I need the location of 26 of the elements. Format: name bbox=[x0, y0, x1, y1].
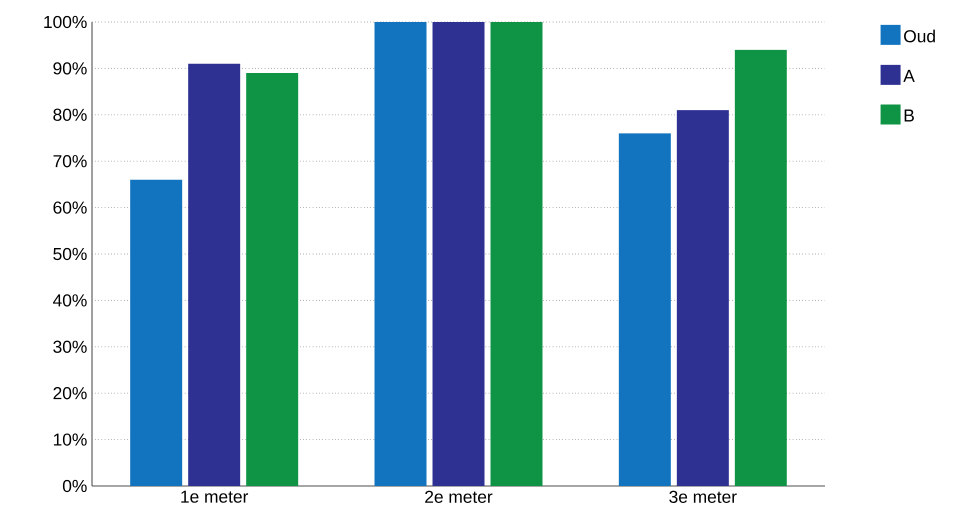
x-tick-label: 1e meter bbox=[181, 490, 248, 503]
bar bbox=[734, 50, 787, 486]
bar bbox=[432, 22, 485, 486]
bar bbox=[246, 73, 298, 486]
bar bbox=[188, 64, 240, 486]
y-tick-label: 90% bbox=[53, 62, 87, 75]
legend-label: B bbox=[904, 110, 914, 122]
bar bbox=[374, 22, 427, 486]
y-tick-label: 50% bbox=[53, 248, 87, 260]
bar bbox=[490, 22, 542, 486]
y-tick-label: 20% bbox=[53, 387, 87, 400]
legend-label: A bbox=[903, 70, 915, 82]
x-tick-label: 2e meter bbox=[425, 490, 492, 503]
y-tick-label: 10% bbox=[54, 433, 87, 446]
y-tick-label: 40% bbox=[53, 294, 87, 307]
legend-label: Oud bbox=[904, 30, 935, 42]
bar bbox=[130, 180, 182, 486]
y-tick-label: 80% bbox=[53, 108, 87, 121]
bar bbox=[618, 133, 671, 486]
y-tick-label: 100% bbox=[44, 16, 87, 28]
bar bbox=[676, 110, 729, 486]
y-tick-label: 60% bbox=[53, 201, 87, 214]
y-tick-label: 0% bbox=[62, 480, 87, 492]
y-tick-label: 30% bbox=[53, 340, 87, 353]
x-tick-label: 3e meter bbox=[669, 490, 737, 503]
y-tick-label: 70% bbox=[54, 155, 87, 168]
